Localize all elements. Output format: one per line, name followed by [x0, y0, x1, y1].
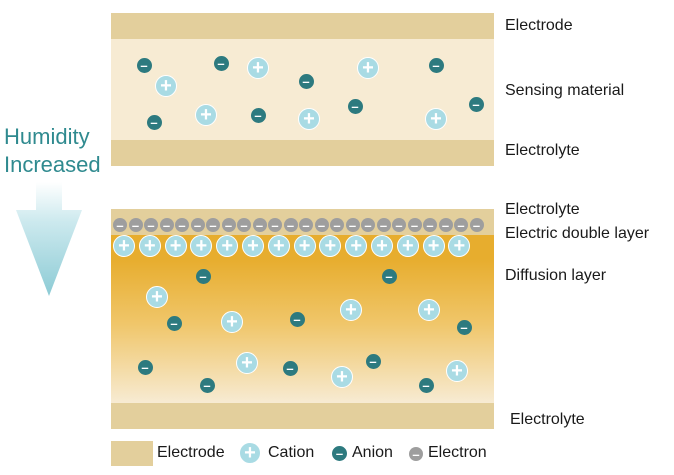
legend-electron-icon: – [409, 447, 423, 461]
cation-icon: + [164, 235, 187, 257]
legend-cation-label: Cation [268, 444, 315, 461]
top-electrolyte-band [111, 140, 494, 166]
electron-icon: – [175, 218, 189, 232]
cation-icon: + [138, 235, 161, 257]
anion-icon: – [456, 319, 472, 335]
anion-icon: – [195, 268, 211, 284]
legend-electrode-label: Electrode [157, 444, 225, 461]
electron-icon: – [438, 218, 453, 232]
anion-icon: – [166, 315, 182, 331]
anion-icon: – [136, 57, 152, 73]
electron-icon: – [144, 218, 158, 232]
bottom-electrolyte-bottom-band [111, 403, 494, 429]
anion-icon: – [347, 98, 363, 114]
electron-icon: – [128, 218, 143, 232]
top-electrode-band [111, 13, 494, 39]
cation-icon: + [425, 108, 447, 130]
electron-icon: – [237, 218, 251, 232]
label-sensing-material: Sensing material [505, 82, 625, 99]
legend-anion-label: Anion [352, 444, 393, 461]
side-label-humidity: Humidity [4, 124, 90, 149]
electron-icon: – [190, 218, 205, 232]
electron-icon: – [454, 218, 468, 232]
side-label-increased: Increased [4, 152, 101, 177]
anion-icon: – [289, 311, 305, 327]
electron-icon: – [469, 218, 484, 232]
cation-icon: + [319, 235, 342, 257]
diffusion-layer-band [111, 259, 494, 403]
cation-icon: + [357, 57, 379, 79]
cation-icon: + [340, 299, 362, 321]
cation-icon: + [146, 286, 168, 308]
cation-icon: + [418, 299, 440, 321]
electron-icon: – [314, 218, 329, 232]
electron-icon: – [113, 218, 127, 232]
anion-icon: – [428, 57, 444, 73]
cation-icon: + [236, 352, 258, 374]
cation-icon: + [221, 311, 243, 333]
electron-icon: – [330, 218, 344, 232]
cation-icon: + [298, 108, 320, 130]
cation-icon: + [345, 235, 368, 257]
electron-icon: – [361, 218, 375, 232]
electron-icon: – [206, 218, 220, 232]
electron-icon: – [376, 218, 391, 232]
label-electrolyte-lower: Electrolyte [510, 411, 585, 428]
electron-icon: – [283, 218, 298, 232]
anion-icon: – [250, 107, 266, 123]
anion-icon: – [213, 55, 229, 71]
cation-icon: + [113, 235, 135, 257]
label-electrolyte-top-panel: Electrolyte [505, 142, 580, 159]
anion-icon: – [298, 73, 314, 89]
anion-icon: – [381, 268, 397, 284]
legend-electron-label: Electron [428, 444, 487, 461]
electron-icon: – [392, 218, 406, 232]
cation-icon: + [190, 235, 213, 257]
cation-icon: + [195, 104, 217, 126]
cation-icon: + [422, 235, 445, 257]
cation-icon: + [446, 360, 468, 382]
label-electric-double-layer: Electric double layer [505, 225, 650, 242]
anion-icon: – [137, 359, 153, 375]
cation-icon: + [371, 235, 393, 257]
legend-electrode-swatch [111, 441, 153, 466]
label-electrolyte-upper: Electrolyte [505, 201, 580, 218]
anion-icon: – [365, 353, 381, 369]
anion-icon: – [418, 377, 434, 393]
cation-icon: + [331, 366, 353, 388]
anion-icon: – [146, 114, 162, 130]
legend-anion-icon: – [332, 446, 347, 461]
legend-cation-icon: + [239, 442, 261, 464]
electron-icon: – [268, 218, 282, 232]
anion-icon: – [282, 360, 298, 376]
electron-icon: – [423, 218, 437, 232]
label-electrode: Electrode [505, 17, 573, 34]
cation-icon: + [155, 75, 177, 97]
cation-icon: + [247, 57, 269, 79]
electron-icon: – [299, 218, 313, 232]
electron-icon: – [252, 218, 267, 232]
cation-icon: + [396, 235, 419, 257]
electron-icon: – [221, 218, 236, 232]
electron-icon: – [345, 218, 360, 232]
cation-icon: + [216, 235, 239, 257]
anion-icon: – [199, 377, 215, 393]
electron-icon: – [159, 218, 174, 232]
electron-icon: – [407, 218, 422, 232]
cation-icon: + [293, 235, 316, 257]
anion-icon: – [468, 96, 484, 112]
cation-icon: + [267, 235, 290, 257]
cation-icon: + [242, 235, 264, 257]
cation-icon: + [448, 235, 471, 257]
label-diffusion-layer: Diffusion layer [505, 267, 607, 284]
